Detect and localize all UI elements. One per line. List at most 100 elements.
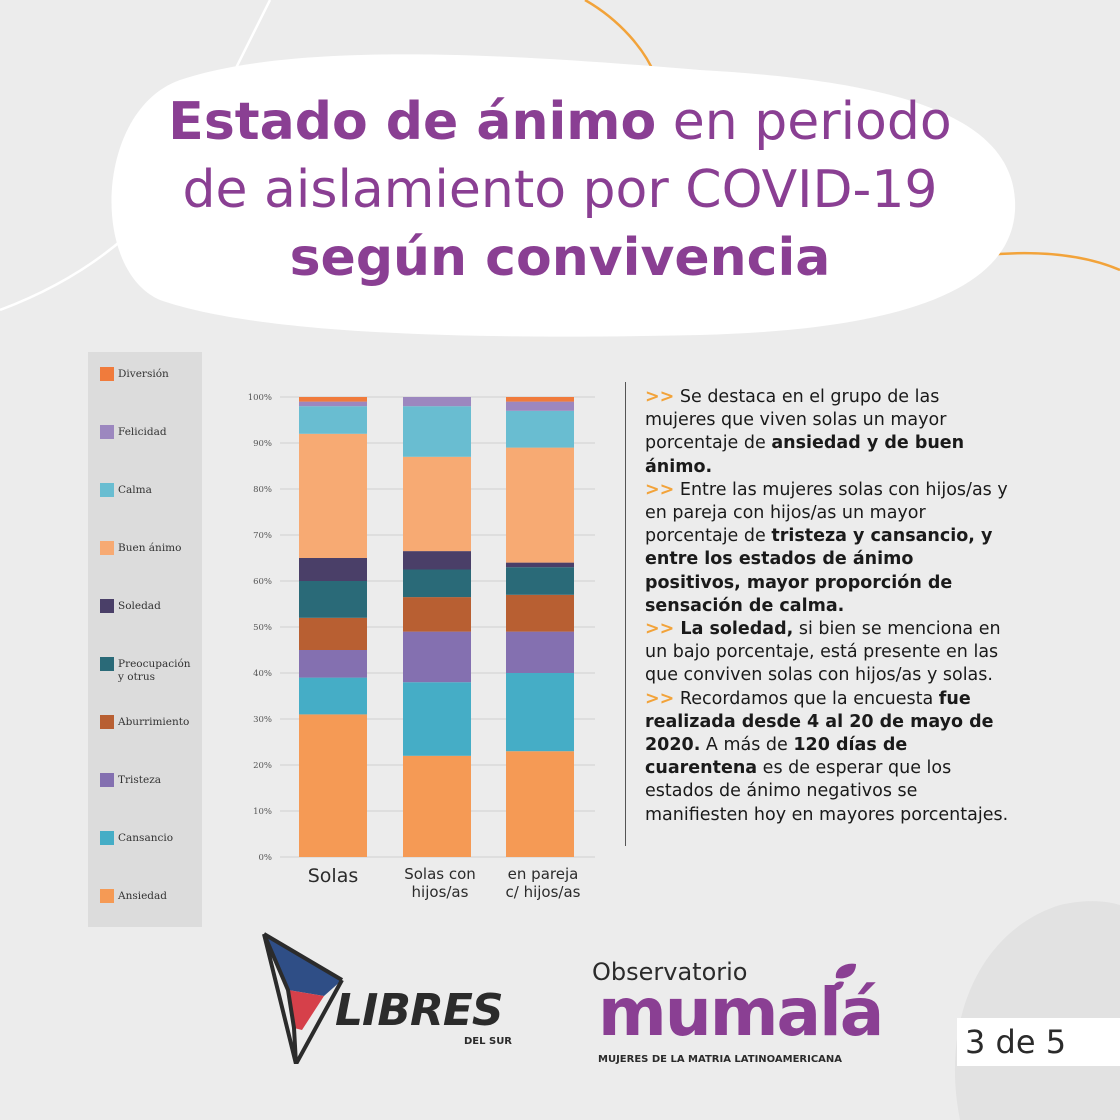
legend-item: Felicidad — [100, 425, 198, 439]
legend-label: Aburrimiento — [118, 716, 190, 728]
paragraph-3: >> La soledad, si bien se menciona en un… — [645, 618, 1015, 688]
y-tick-label: 30% — [253, 715, 272, 725]
leaf-icon — [833, 963, 856, 991]
bar-segment — [299, 433, 367, 558]
y-tick-label: 20% — [253, 761, 272, 771]
bar-segment — [299, 581, 367, 618]
legend-item: Ansiedad — [100, 889, 198, 903]
legend-swatch — [100, 657, 114, 671]
text-run: 120 días de cuarentena — [645, 735, 908, 779]
legend-label: Tristeza — [118, 774, 161, 786]
title-line-2: de aislamiento por COVID-19 — [182, 160, 938, 220]
legend-item: Diversión — [100, 367, 198, 381]
text-run: Entre las mujeres solas con hijos/as y e… — [645, 479, 1008, 547]
bar-segment — [403, 456, 471, 552]
y-tick-label: 0% — [259, 853, 273, 863]
bar-segment — [506, 594, 574, 632]
text-run: fue realizada desde 4 al 20 de mayo de 2… — [645, 688, 994, 756]
bar-segment — [506, 410, 574, 448]
legend-swatch — [100, 425, 114, 439]
legend-item: Calma — [100, 483, 198, 497]
text-run: ansiedad y de buen ánimo. — [645, 433, 965, 477]
bar-segment — [403, 597, 471, 632]
text-run: si bien se menciona en un bajo porcentaj… — [645, 619, 1001, 686]
legend-item: Aburrimiento — [100, 715, 198, 729]
legend-label: Preocupación y otrus — [118, 658, 191, 683]
bar-segment — [299, 401, 367, 407]
bar-segment — [299, 714, 367, 857]
title-bold-1: Estado de ánimo — [168, 92, 657, 152]
bar-segment — [403, 397, 471, 407]
text-run: tristeza y cansancio, y entre los estado… — [645, 526, 993, 616]
y-tick-label: 10% — [253, 807, 272, 817]
legend-swatch — [100, 483, 114, 497]
bar-segment — [506, 397, 574, 402]
libres-del-sur-logo — [262, 932, 344, 1064]
bar-segment — [403, 631, 471, 683]
arrow-marker: >> — [645, 479, 675, 500]
y-tick-label: 80% — [253, 485, 272, 495]
bar-segment — [299, 558, 367, 581]
mumala-subtitle: MUJERES DE LA MATRIA LATINOAMERICANA — [598, 1054, 843, 1065]
legend-item: Preocupación y otrus — [100, 657, 198, 684]
commentary-text: >> Se destaca en el grupo de las mujeres… — [645, 386, 1015, 827]
x-category-label: c/ hijos/as — [506, 883, 581, 901]
legend-item: Buen ánimo — [100, 541, 198, 555]
libres-wordmark: LIBRES — [335, 985, 504, 1036]
legend-swatch — [100, 889, 114, 903]
bar-segment — [506, 631, 574, 673]
bar-segment — [403, 406, 471, 457]
paragraph-4: >> Recordamos que la encuesta fue realiz… — [645, 688, 1015, 827]
bar-segment — [299, 406, 367, 434]
legend-label: Calma — [118, 484, 152, 496]
x-category-label: Solas — [308, 865, 359, 887]
bar-segment — [506, 751, 574, 857]
text-run: La soledad, — [674, 619, 794, 640]
legend-swatch — [100, 541, 114, 555]
legend-swatch — [100, 773, 114, 787]
y-tick-label: 50% — [253, 623, 272, 633]
observatorio-label: Observatorio — [592, 958, 748, 986]
bar-segment — [403, 551, 471, 570]
libres-subtitle: DEL SUR — [464, 1036, 513, 1047]
bar-segment — [506, 447, 574, 563]
page-indicator-box — [957, 1018, 1120, 1066]
legend-label: Ansiedad — [118, 890, 168, 902]
text-run: A más de — [700, 735, 794, 756]
arrow-marker: >> — [645, 688, 675, 709]
title-bold-3: según convivencia — [289, 228, 831, 288]
legend-label: Buen ánimo — [118, 542, 182, 554]
legend-label: Soledad — [118, 600, 161, 612]
legend-label: Diversión — [118, 368, 169, 380]
legend-swatch — [100, 715, 114, 729]
text-run: Se destaca en el grupo de las mujeres qu… — [645, 387, 947, 454]
page-indicator: 3 de 5 — [965, 1023, 1067, 1061]
x-category-label: hijos/as — [412, 883, 469, 901]
y-tick-label: 70% — [253, 531, 272, 541]
legend-swatch — [100, 599, 114, 613]
bar-segment — [299, 617, 367, 650]
x-category-label: Solas con — [404, 865, 476, 883]
y-tick-label: 100% — [248, 393, 272, 403]
y-tick-label: 60% — [253, 577, 272, 587]
bar-segment — [403, 682, 471, 756]
bar-segment — [506, 401, 574, 411]
bar-segment — [403, 569, 471, 598]
title-rest-1: en periodo — [656, 92, 952, 152]
legend-item: Tristeza — [100, 773, 198, 787]
legend-item: Cansancio — [100, 831, 198, 845]
bar-segment — [299, 677, 367, 715]
divider-line — [625, 382, 626, 846]
bar-segment — [403, 755, 471, 857]
legend-label: Felicidad — [118, 426, 167, 438]
legend-item: Soledad — [100, 599, 198, 613]
stacked-bar-chart: 0% 10% 20% 30% 40% 50% 60% 70% 80% 90% 100% Solas So… — [248, 393, 595, 901]
paragraph-1: >> Se destaca en el grupo de las mujeres… — [645, 386, 1015, 479]
text-run: Recordamos que la encuesta — [674, 688, 939, 709]
arrow-marker: >> — [645, 387, 675, 407]
text-run: es de esperar que los estados de ánimo n… — [645, 758, 1009, 825]
bar-segment — [506, 673, 574, 752]
bar-segment — [506, 562, 574, 568]
chart-legend: Diversión Felicidad Calma Buen ánimo Soledad… — [88, 352, 202, 927]
bar-segment — [506, 567, 574, 595]
